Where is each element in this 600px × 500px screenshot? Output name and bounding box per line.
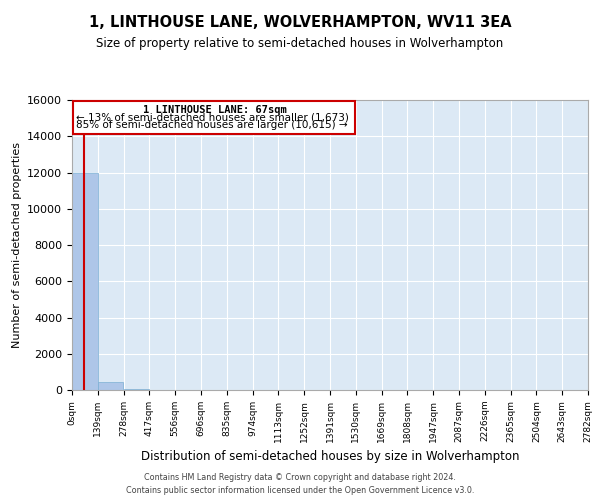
Text: 1 LINTHOUSE LANE: 67sqm: 1 LINTHOUSE LANE: 67sqm: [143, 104, 286, 115]
Bar: [72, 172, 98, 390]
X-axis label: Distribution of semi-detached houses by size in Wolverhampton: Distribution of semi-detached houses by …: [141, 450, 519, 463]
Text: ← 13% of semi-detached houses are smaller (1,673): ← 13% of semi-detached houses are smalle…: [76, 112, 349, 122]
Text: Size of property relative to semi-detached houses in Wolverhampton: Size of property relative to semi-detach…: [97, 38, 503, 51]
Text: Contains public sector information licensed under the Open Government Licence v3: Contains public sector information licen…: [126, 486, 474, 495]
Text: 85% of semi-detached houses are larger (10,615) →: 85% of semi-detached houses are larger (…: [76, 120, 348, 130]
Y-axis label: Number of semi-detached properties: Number of semi-detached properties: [11, 142, 22, 348]
Text: 1, LINTHOUSE LANE, WOLVERHAMPTON, WV11 3EA: 1, LINTHOUSE LANE, WOLVERHAMPTON, WV11 3…: [89, 15, 511, 30]
Bar: [98, 382, 124, 390]
Bar: [73, 101, 355, 134]
Text: Contains HM Land Registry data © Crown copyright and database right 2024.: Contains HM Land Registry data © Crown c…: [144, 474, 456, 482]
